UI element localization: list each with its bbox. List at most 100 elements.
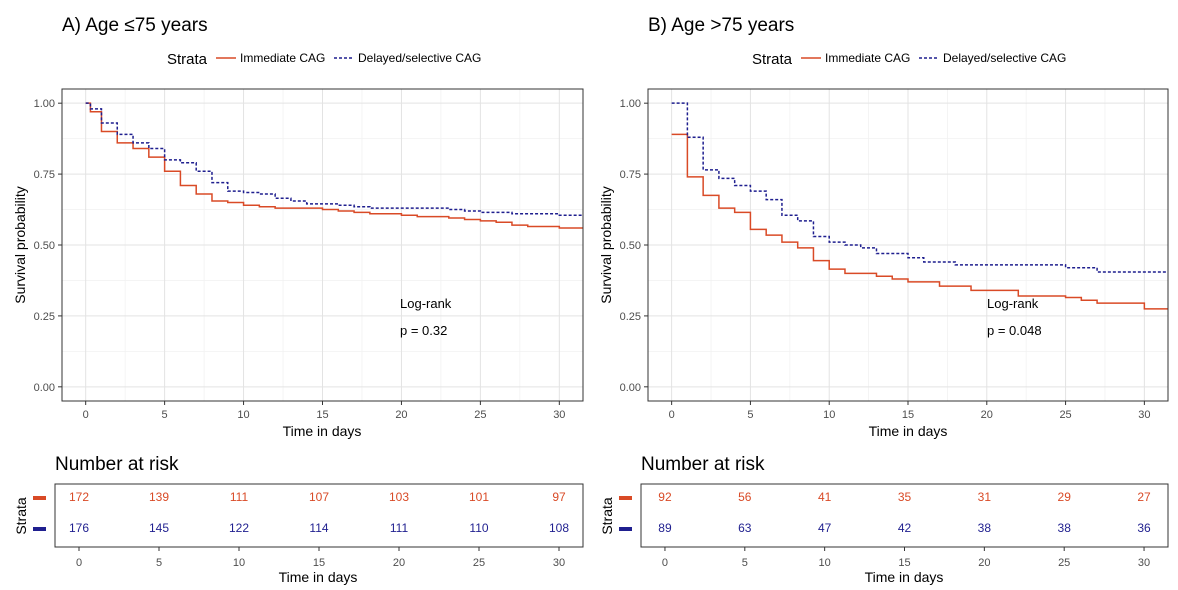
panel-a-risk-x-axis-label: Time in days	[279, 569, 358, 585]
panel-b-risk-title: Number at risk	[641, 454, 765, 475]
panel-a-risk-x-tick-label: 5	[156, 557, 162, 569]
panel-a-risk-values: 172 139 111 107 103 101 97 176 145 122 114 111 110 10…	[69, 490, 569, 535]
panel-a-grid	[62, 89, 583, 401]
panel-a-risk-x-tick-label: 0	[76, 557, 82, 569]
panel-a-x-ticks: 0 5 10 15 20 25 30	[83, 401, 565, 421]
panel-b-risk-value-immediate: 35	[898, 490, 912, 504]
panel-b-x-ticks: 0 5 10 15 20 25 30	[669, 401, 1150, 421]
panel-a-risk-x-tick-label: 30	[553, 557, 565, 569]
panel-a-y-tick-label: 0.25	[34, 311, 55, 323]
panel-b: B) Age >75 years Strata Immediate CAG De…	[598, 15, 1169, 585]
panel-a-risk-x-tick-label: 10	[233, 557, 245, 569]
panel-a-risk-key-delayed	[33, 527, 46, 531]
panel-b-x-tick-label: 5	[747, 409, 753, 421]
panel-a-x-axis-label: Time in days	[283, 423, 362, 439]
panel-b-curve-immediate	[671, 133, 1168, 310]
panel-b-risk-x-tick-label: 0	[662, 557, 668, 569]
panel-a-risk-value-delayed: 108	[549, 521, 569, 535]
panel-a-risk-value-immediate: 111	[230, 490, 249, 504]
panel-a-legend-label-delayed: Delayed/selective CAG	[358, 51, 481, 65]
panel-a-risk-value-delayed: 114	[309, 521, 328, 535]
panel-b-risk-x-tick-label: 15	[898, 557, 910, 569]
panel-a-x-tick-label: 30	[553, 409, 565, 421]
panel-b-title: B) Age >75 years	[648, 15, 794, 36]
panel-b-risk-value-delayed: 38	[1058, 521, 1072, 535]
panel-b-x-tick-label: 15	[902, 409, 914, 421]
panel-b-x-axis-label: Time in days	[869, 423, 948, 439]
panel-a-annotation-pvalue: p = 0.32	[400, 323, 447, 338]
panel-a-curve-delayed	[85, 102, 583, 216]
panel-a-risk-value-delayed: 176	[69, 521, 89, 535]
panel-b-risk-x-tick-label: 25	[1058, 557, 1070, 569]
panel-b-risk-x-tick-label: 10	[819, 557, 831, 569]
panel-a-risk-x-tick-label: 20	[393, 557, 405, 569]
panel-a-risk-value-immediate: 139	[149, 490, 169, 504]
panel-a-risk-title: Number at risk	[55, 454, 179, 475]
panel-b-x-tick-label: 25	[1059, 409, 1071, 421]
panel-a-y-ticks: 0.00 0.25 0.50 0.75 1.00	[34, 98, 62, 394]
panel-b-risk-x-axis-label: Time in days	[865, 569, 944, 585]
panel-b-risk-value-immediate: 27	[1137, 490, 1151, 504]
panel-b-annotation-pvalue: p = 0.048	[987, 323, 1042, 338]
panel-a-curve-immediate	[85, 102, 583, 229]
panel-a-y-tick-label: 0.75	[34, 169, 55, 181]
panel-a-x-tick-label: 0	[83, 409, 89, 421]
panel-a-annotation-logrank: Log-rank	[400, 296, 452, 311]
panel-b-legend-label-delayed: Delayed/selective CAG	[943, 51, 1066, 65]
panel-a-risk-value-immediate: 172	[69, 490, 89, 504]
panel-a-risk-x-ticks: 0 5 10 15 20 25 30	[76, 547, 565, 569]
panel-b-y-tick-label: 1.00	[620, 98, 641, 110]
panel-b-risk-x-tick-label: 30	[1138, 557, 1150, 569]
panel-b-risk-value-immediate: 41	[818, 490, 832, 504]
panel-a-x-tick-label: 5	[162, 409, 168, 421]
panel-a-risk-key-immediate	[33, 496, 46, 500]
panel-a-risk-value-immediate: 103	[389, 490, 409, 504]
panel-a-risk-strata-label: Strata	[13, 497, 29, 535]
panel-b-risk-strata-label: Strata	[599, 497, 615, 535]
panel-a-risk-value-immediate: 107	[309, 490, 329, 504]
panel-b-risk-value-immediate: 56	[738, 490, 752, 504]
panel-b-curve-delayed	[671, 102, 1168, 273]
panel-a-risk-value-delayed: 111	[390, 521, 409, 535]
panel-a-x-tick-label: 15	[316, 409, 328, 421]
panel-b-risk-value-delayed: 63	[738, 521, 752, 535]
panel-a-y-tick-label: 0.00	[34, 382, 55, 394]
panel-a-risk-x-tick-label: 25	[473, 557, 485, 569]
panel-a-curves	[85, 102, 583, 229]
panel-a-title: A) Age ≤75 years	[62, 15, 208, 36]
panel-a-risk-value-delayed: 110	[469, 521, 488, 535]
panel-a-risk-value-delayed: 122	[229, 521, 249, 535]
panel-b-y-tick-label: 0.00	[620, 382, 641, 394]
panel-a-plot: 0.00 0.25 0.50 0.75 1.00 0 5 10 15 20 25 30 Log-ra…	[12, 88, 584, 439]
panel-a-y-tick-label: 0.50	[34, 240, 55, 252]
panel-b-risk-box	[640, 483, 1169, 548]
panel-b-y-tick-label: 0.50	[620, 240, 641, 252]
panel-b-risk-x-tick-label: 5	[742, 557, 748, 569]
panel-a-legend-title: Strata	[167, 51, 208, 68]
panel-b-risk-value-immediate: 31	[978, 490, 992, 504]
panel-b-x-tick-label: 20	[981, 409, 993, 421]
panel-a-y-axis-label: Survival probability	[12, 186, 28, 304]
panel-b-x-tick-label: 10	[823, 409, 835, 421]
panel-a-risk-x-tick-label: 15	[313, 557, 325, 569]
panel-b-plot: 0.00 0.25 0.50 0.75 1.00 0 5 10 15 20 25 30 Log-ra…	[598, 88, 1169, 439]
panel-a-y-tick-label: 1.00	[34, 98, 55, 110]
panel-a-x-tick-label: 10	[237, 409, 249, 421]
panel-b-curves	[671, 102, 1168, 310]
panel-b-annotation-logrank: Log-rank	[987, 296, 1039, 311]
panel-b-risk-value-delayed: 36	[1137, 521, 1151, 535]
panel-b-y-axis-label: Survival probability	[598, 186, 614, 304]
panel-b-legend-title: Strata	[752, 51, 793, 68]
panel-b-risk-value-delayed: 47	[818, 521, 832, 535]
panel-b-risk-value-delayed: 42	[898, 521, 912, 535]
panel-b-risk-value-delayed: 38	[978, 521, 992, 535]
panel-a-risk-box	[54, 483, 584, 548]
panel-b-risk-x-tick-label: 20	[978, 557, 990, 569]
panel-b-y-tick-label: 0.75	[620, 169, 641, 181]
panel-b-y-tick-label: 0.25	[620, 311, 641, 323]
panel-b-x-tick-label: 0	[669, 409, 675, 421]
panel-a-x-tick-label: 20	[395, 409, 407, 421]
panel-a: A) Age ≤75 years Strata Immediate CAG De…	[12, 15, 584, 585]
panel-b-risk-x-ticks: 0 5 10 15 20 25 30	[662, 547, 1150, 569]
